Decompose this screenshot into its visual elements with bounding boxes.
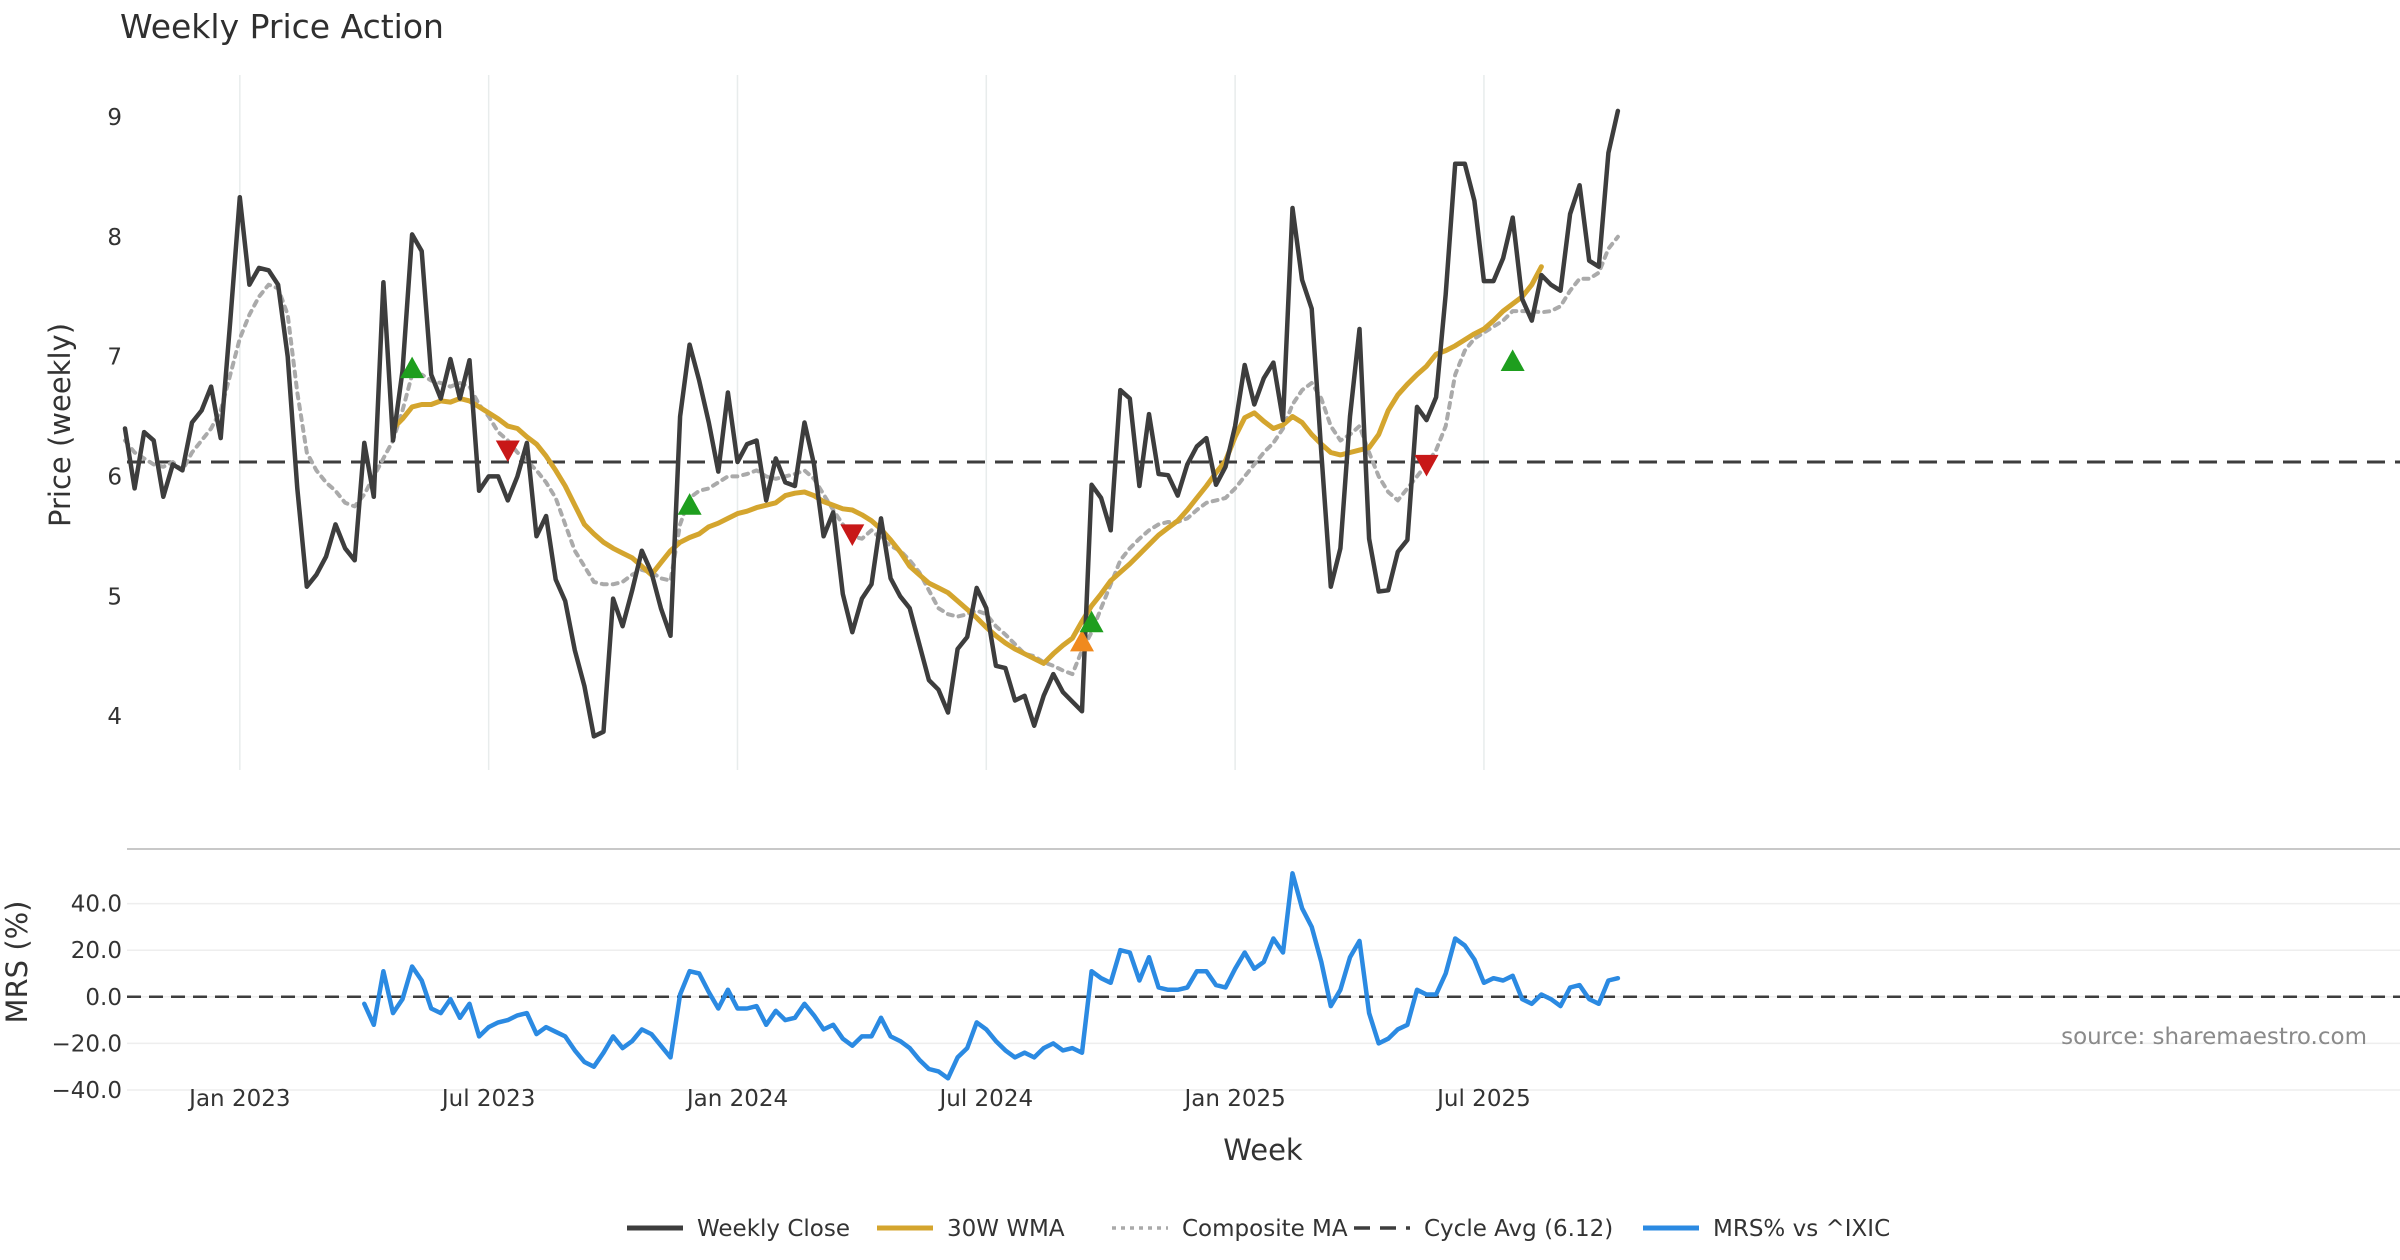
price-signals	[400, 349, 1525, 652]
mrs-y-tick-label: 40.0	[71, 892, 122, 918]
price-series	[122, 108, 1621, 739]
sell-signal-marker	[1414, 454, 1439, 477]
buy-signal-marker	[677, 493, 702, 515]
x-tick-label: Jan 2023	[187, 1086, 290, 1112]
mrs-y-tick-label: 0.0	[85, 985, 122, 1011]
legend-item: Cycle Avg (6.12)	[1354, 1216, 1613, 1242]
price-grid	[239, 75, 1485, 770]
x-tick-label: Jul 2024	[937, 1086, 1033, 1112]
x-axis-label: Week	[1223, 1133, 1303, 1167]
price-y-tick-label: 8	[107, 225, 122, 251]
mrs-y-tick-label: 20.0	[71, 938, 122, 964]
weekly-close-line	[122, 108, 1621, 739]
legend-label: 30W WMA	[947, 1216, 1065, 1242]
x-tick-label: Jan 2025	[1182, 1086, 1285, 1112]
price-y-tick-label: 6	[107, 464, 122, 490]
composite-ma-line	[123, 234, 1620, 677]
sell-signal-marker	[495, 440, 520, 463]
wma-30w-line	[390, 264, 1544, 666]
buy-signal-marker	[1500, 349, 1525, 371]
legend-item: 30W WMA	[877, 1216, 1065, 1242]
x-axis: Jan 2023 Jul 2023 Jan 2024 Jul 2024 Jan 2025…	[187, 1086, 1531, 1112]
price-y-tick-label: 7	[107, 345, 122, 371]
source-note: source: sharemaestro.com	[2061, 1024, 2367, 1050]
buy-signal-marker	[400, 356, 425, 379]
mrs-series	[362, 871, 1621, 1081]
chart-title: Weekly Price Action	[120, 7, 444, 46]
mrs-y-axis-label: MRS (%)	[0, 901, 34, 1024]
sell-signal-marker	[840, 524, 865, 546]
x-tick-label: Jan 2024	[685, 1086, 788, 1112]
legend-item: MRS% vs ^IXIC	[1643, 1216, 1890, 1242]
legend-label: Cycle Avg (6.12)	[1424, 1216, 1613, 1242]
price-y-tick-label: 4	[107, 704, 122, 730]
x-tick-label: Jul 2025	[1435, 1086, 1531, 1112]
mrs-line	[362, 871, 1621, 1081]
price-y-tick-label: 9	[107, 105, 122, 131]
buy-signal-marker	[1079, 610, 1104, 633]
mrs-y-tick-label: −40.0	[52, 1078, 122, 1104]
price-y-tick-label: 5	[107, 584, 122, 610]
mrs-y-axis: 40.0 20.0 0.0 −20.0 −40.0	[52, 892, 122, 1104]
price-y-axis: 4 5 6 7 8 9	[107, 105, 122, 730]
legend: Weekly Close 30W WMA Composite MA Cycle Avg…	[627, 1216, 1890, 1242]
legend-label: Weekly Close	[697, 1216, 850, 1242]
legend-item: Weekly Close	[627, 1216, 850, 1242]
mrs-y-tick-label: −20.0	[52, 1031, 122, 1057]
price-y-axis-label: Price (weekly)	[43, 323, 77, 527]
legend-item: Composite MA	[1112, 1216, 1348, 1242]
legend-label: MRS% vs ^IXIC	[1713, 1216, 1890, 1242]
x-tick-label: Jul 2023	[440, 1086, 536, 1112]
legend-label: Composite MA	[1182, 1216, 1348, 1242]
buy-signal-marker	[1070, 629, 1094, 652]
